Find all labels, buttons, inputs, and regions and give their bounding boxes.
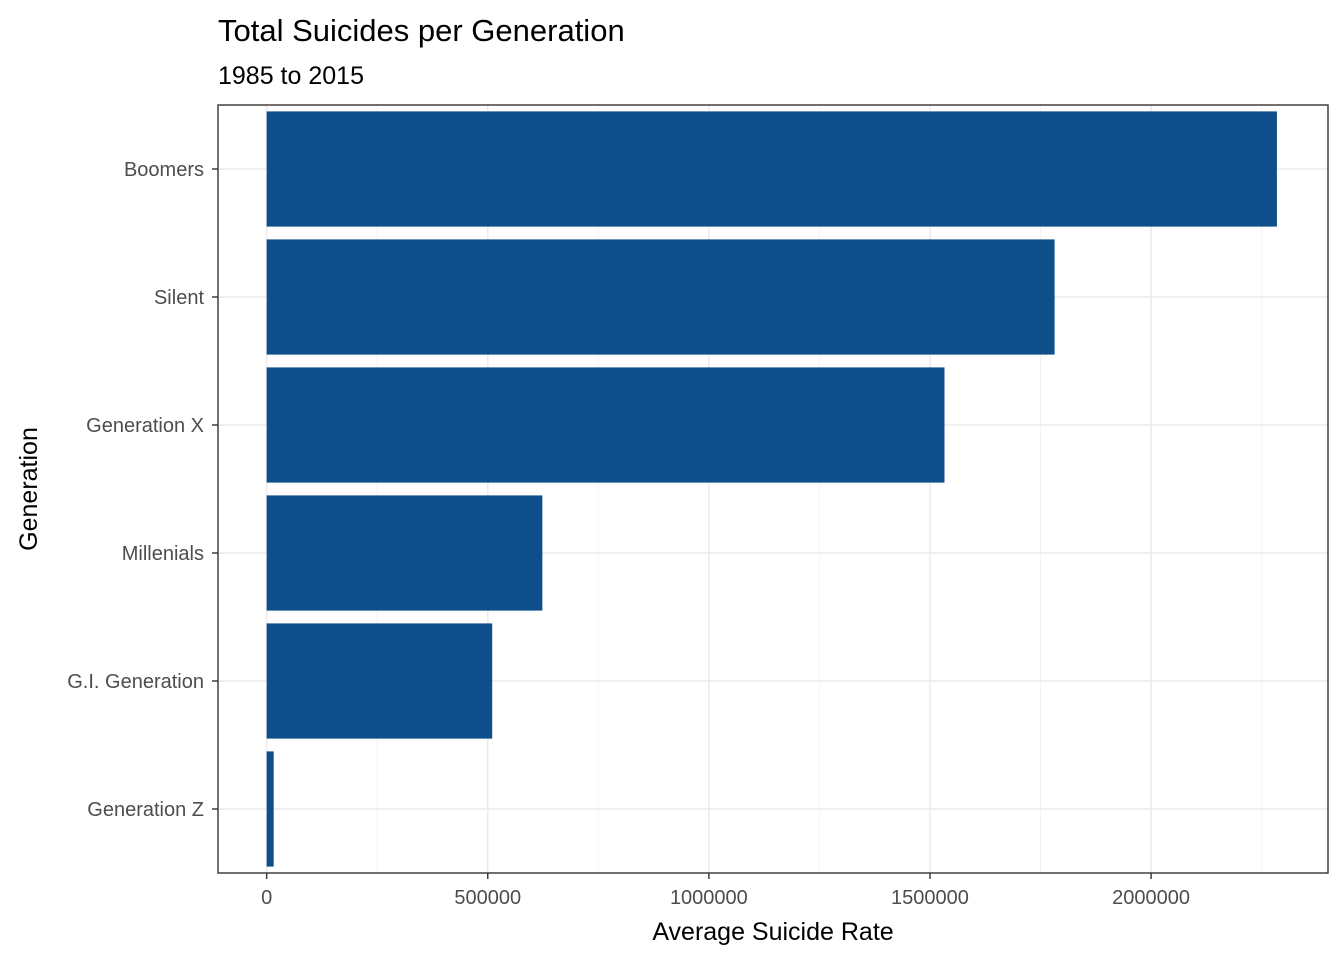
x-axis: 0 500000 1000000 1500000 2000000: [261, 873, 1190, 909]
x-tick-label: 1500000: [891, 887, 969, 909]
bar: [266, 751, 274, 867]
bar: [266, 495, 543, 611]
bar: [266, 111, 1277, 227]
plot-panel: [217, 104, 1329, 874]
chart-subtitle: 1985 to 2015: [218, 62, 364, 90]
chart-title: Total Suicides per Generation: [218, 13, 625, 48]
y-axis: Boomers Silent Generation X Millenials G.I. …: [67, 159, 218, 821]
y-tick-label: Millenials: [122, 543, 204, 565]
x-tick-label: 0: [261, 887, 272, 909]
y-tick-label: Boomers: [124, 159, 204, 181]
y-tick-label: Generation X: [86, 415, 204, 437]
panel-border: [217, 104, 1329, 874]
x-tick-label: 2000000: [1112, 887, 1190, 909]
bar: [266, 367, 945, 483]
bar: [266, 623, 493, 739]
x-axis-title: Average Suicide Rate: [652, 918, 893, 946]
bar: [266, 239, 1055, 355]
minor-gridlines: [376, 105, 1263, 873]
y-tick-label: Generation Z: [87, 799, 204, 821]
bars: [266, 111, 1277, 867]
y-axis-title: Generation: [15, 427, 43, 551]
y-tick-label: G.I. Generation: [67, 671, 204, 693]
x-tick-label: 500000: [454, 887, 521, 909]
y-tick-label: Silent: [154, 287, 204, 309]
panel-background: [218, 105, 1328, 873]
x-tick-label: 1000000: [670, 887, 748, 909]
